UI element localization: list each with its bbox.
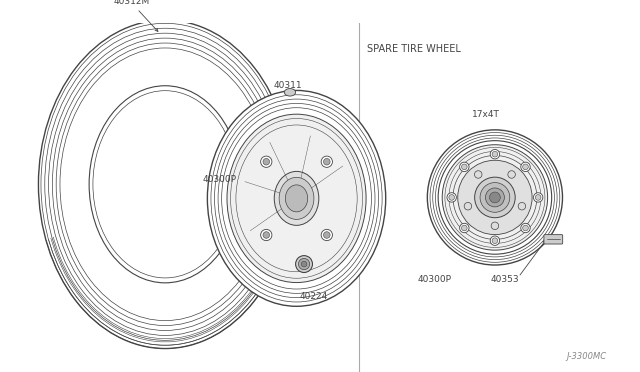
Ellipse shape — [535, 195, 541, 200]
Ellipse shape — [490, 236, 500, 246]
Text: 40312M: 40312M — [113, 0, 150, 6]
Ellipse shape — [486, 188, 504, 207]
Text: 40224: 40224 — [300, 292, 328, 301]
Ellipse shape — [460, 162, 469, 171]
Ellipse shape — [285, 185, 308, 212]
Ellipse shape — [449, 195, 454, 200]
Ellipse shape — [321, 230, 332, 241]
Text: 40300P: 40300P — [203, 175, 237, 184]
Ellipse shape — [460, 223, 469, 233]
Ellipse shape — [518, 202, 525, 210]
Ellipse shape — [323, 232, 330, 238]
Ellipse shape — [490, 192, 500, 203]
Ellipse shape — [521, 162, 530, 171]
Text: SPARE TIRE WHEEL: SPARE TIRE WHEEL — [367, 44, 460, 54]
Ellipse shape — [321, 156, 332, 167]
Text: 40300P: 40300P — [418, 275, 452, 283]
Ellipse shape — [284, 89, 296, 96]
Ellipse shape — [260, 230, 272, 241]
Ellipse shape — [523, 164, 528, 170]
Ellipse shape — [207, 90, 386, 306]
Ellipse shape — [491, 222, 499, 230]
Ellipse shape — [301, 261, 307, 267]
Text: 17x4T: 17x4T — [472, 110, 499, 119]
Ellipse shape — [447, 193, 456, 202]
Text: 40311: 40311 — [273, 81, 301, 90]
Ellipse shape — [442, 145, 548, 250]
Ellipse shape — [296, 256, 312, 273]
Text: J-3300MC: J-3300MC — [566, 352, 606, 361]
Ellipse shape — [227, 114, 366, 283]
Ellipse shape — [461, 225, 467, 231]
Ellipse shape — [475, 177, 515, 218]
Ellipse shape — [260, 156, 272, 167]
Ellipse shape — [492, 151, 498, 157]
FancyBboxPatch shape — [544, 235, 563, 244]
Ellipse shape — [508, 171, 515, 178]
Ellipse shape — [480, 183, 510, 212]
Ellipse shape — [298, 259, 310, 270]
Ellipse shape — [464, 202, 472, 210]
Ellipse shape — [490, 150, 500, 159]
Ellipse shape — [523, 225, 528, 231]
Ellipse shape — [474, 171, 482, 178]
Ellipse shape — [263, 158, 269, 165]
Text: 40353: 40353 — [490, 275, 519, 283]
Ellipse shape — [263, 232, 269, 238]
Ellipse shape — [428, 130, 563, 265]
Ellipse shape — [458, 160, 532, 235]
Ellipse shape — [38, 20, 292, 349]
Ellipse shape — [521, 223, 530, 233]
Ellipse shape — [323, 158, 330, 165]
Ellipse shape — [279, 177, 314, 219]
Ellipse shape — [461, 164, 467, 170]
Ellipse shape — [275, 171, 319, 225]
Ellipse shape — [534, 193, 543, 202]
Ellipse shape — [492, 238, 498, 244]
